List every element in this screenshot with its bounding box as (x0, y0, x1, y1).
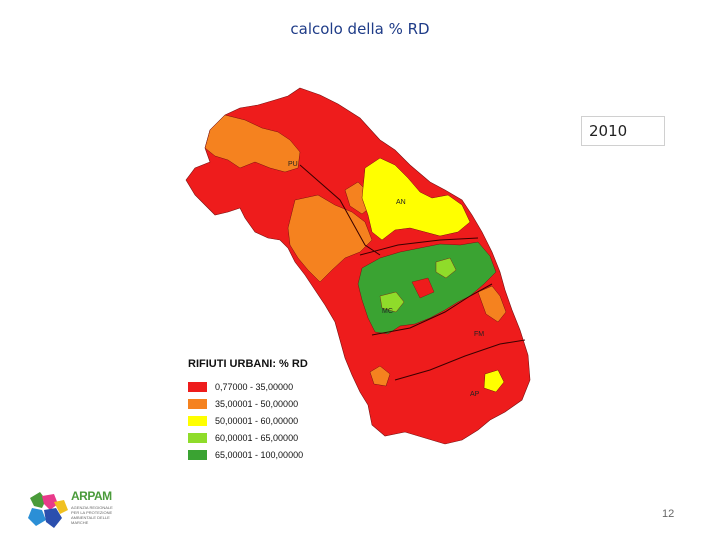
logo-subtitle: AGENZIA REGIONALE PER LA PROTEZIONE AMBI… (71, 505, 113, 525)
map-legend: RIFIUTI URBANI: % RD 0,77000 - 35,00000 … (188, 358, 308, 463)
area-yellow-an (361, 157, 471, 241)
legend-label: 65,00001 - 100,00000 (215, 449, 304, 460)
legend-item: 0,77000 - 35,00000 (188, 378, 308, 395)
legend-title: RIFIUTI URBANI: % RD (188, 358, 308, 370)
province-label-pu: PU (288, 161, 298, 168)
legend-label: 35,00001 - 50,00000 (215, 398, 299, 409)
page-title: calcolo della % RD (290, 20, 430, 38)
legend-item: 50,00001 - 60,00000 (188, 412, 308, 429)
page-number: 12 (662, 508, 675, 520)
legend-item: 35,00001 - 50,00000 (188, 395, 308, 412)
province-borders (299, 164, 526, 381)
legend-swatch (188, 398, 207, 409)
legend-item: 60,00001 - 65,00000 (188, 429, 308, 446)
area-lightgreen-2 (435, 257, 457, 279)
area-lightgreen-1 (379, 291, 405, 313)
legend-swatch (188, 432, 207, 443)
legend-swatch (188, 381, 207, 392)
logo-name: ARPAM (71, 489, 112, 503)
area-yellow-ap (483, 369, 505, 393)
province-label-ap: AP (470, 391, 480, 398)
province-label-an: AN (396, 199, 406, 206)
area-orange-center (287, 194, 373, 283)
area-orange-east (477, 285, 507, 323)
area-red-patch (411, 277, 435, 299)
legend-label: 0,77000 - 35,00000 (215, 381, 294, 392)
region-base (185, 87, 531, 445)
province-label-mc: MC (382, 308, 393, 315)
legend-label: 50,00001 - 60,00000 (215, 415, 299, 426)
legend-label: 60,00001 - 65,00000 (215, 432, 299, 443)
year-label: 2010 (581, 116, 665, 146)
arpam-logo-icon (28, 492, 68, 528)
legend-swatch (188, 449, 207, 460)
legend-item: 65,00001 - 100,00000 (188, 446, 308, 463)
province-label-fm: FM (474, 331, 484, 338)
legend-swatch (188, 415, 207, 426)
area-orange-north (204, 114, 301, 173)
area-orange-south (369, 365, 391, 387)
